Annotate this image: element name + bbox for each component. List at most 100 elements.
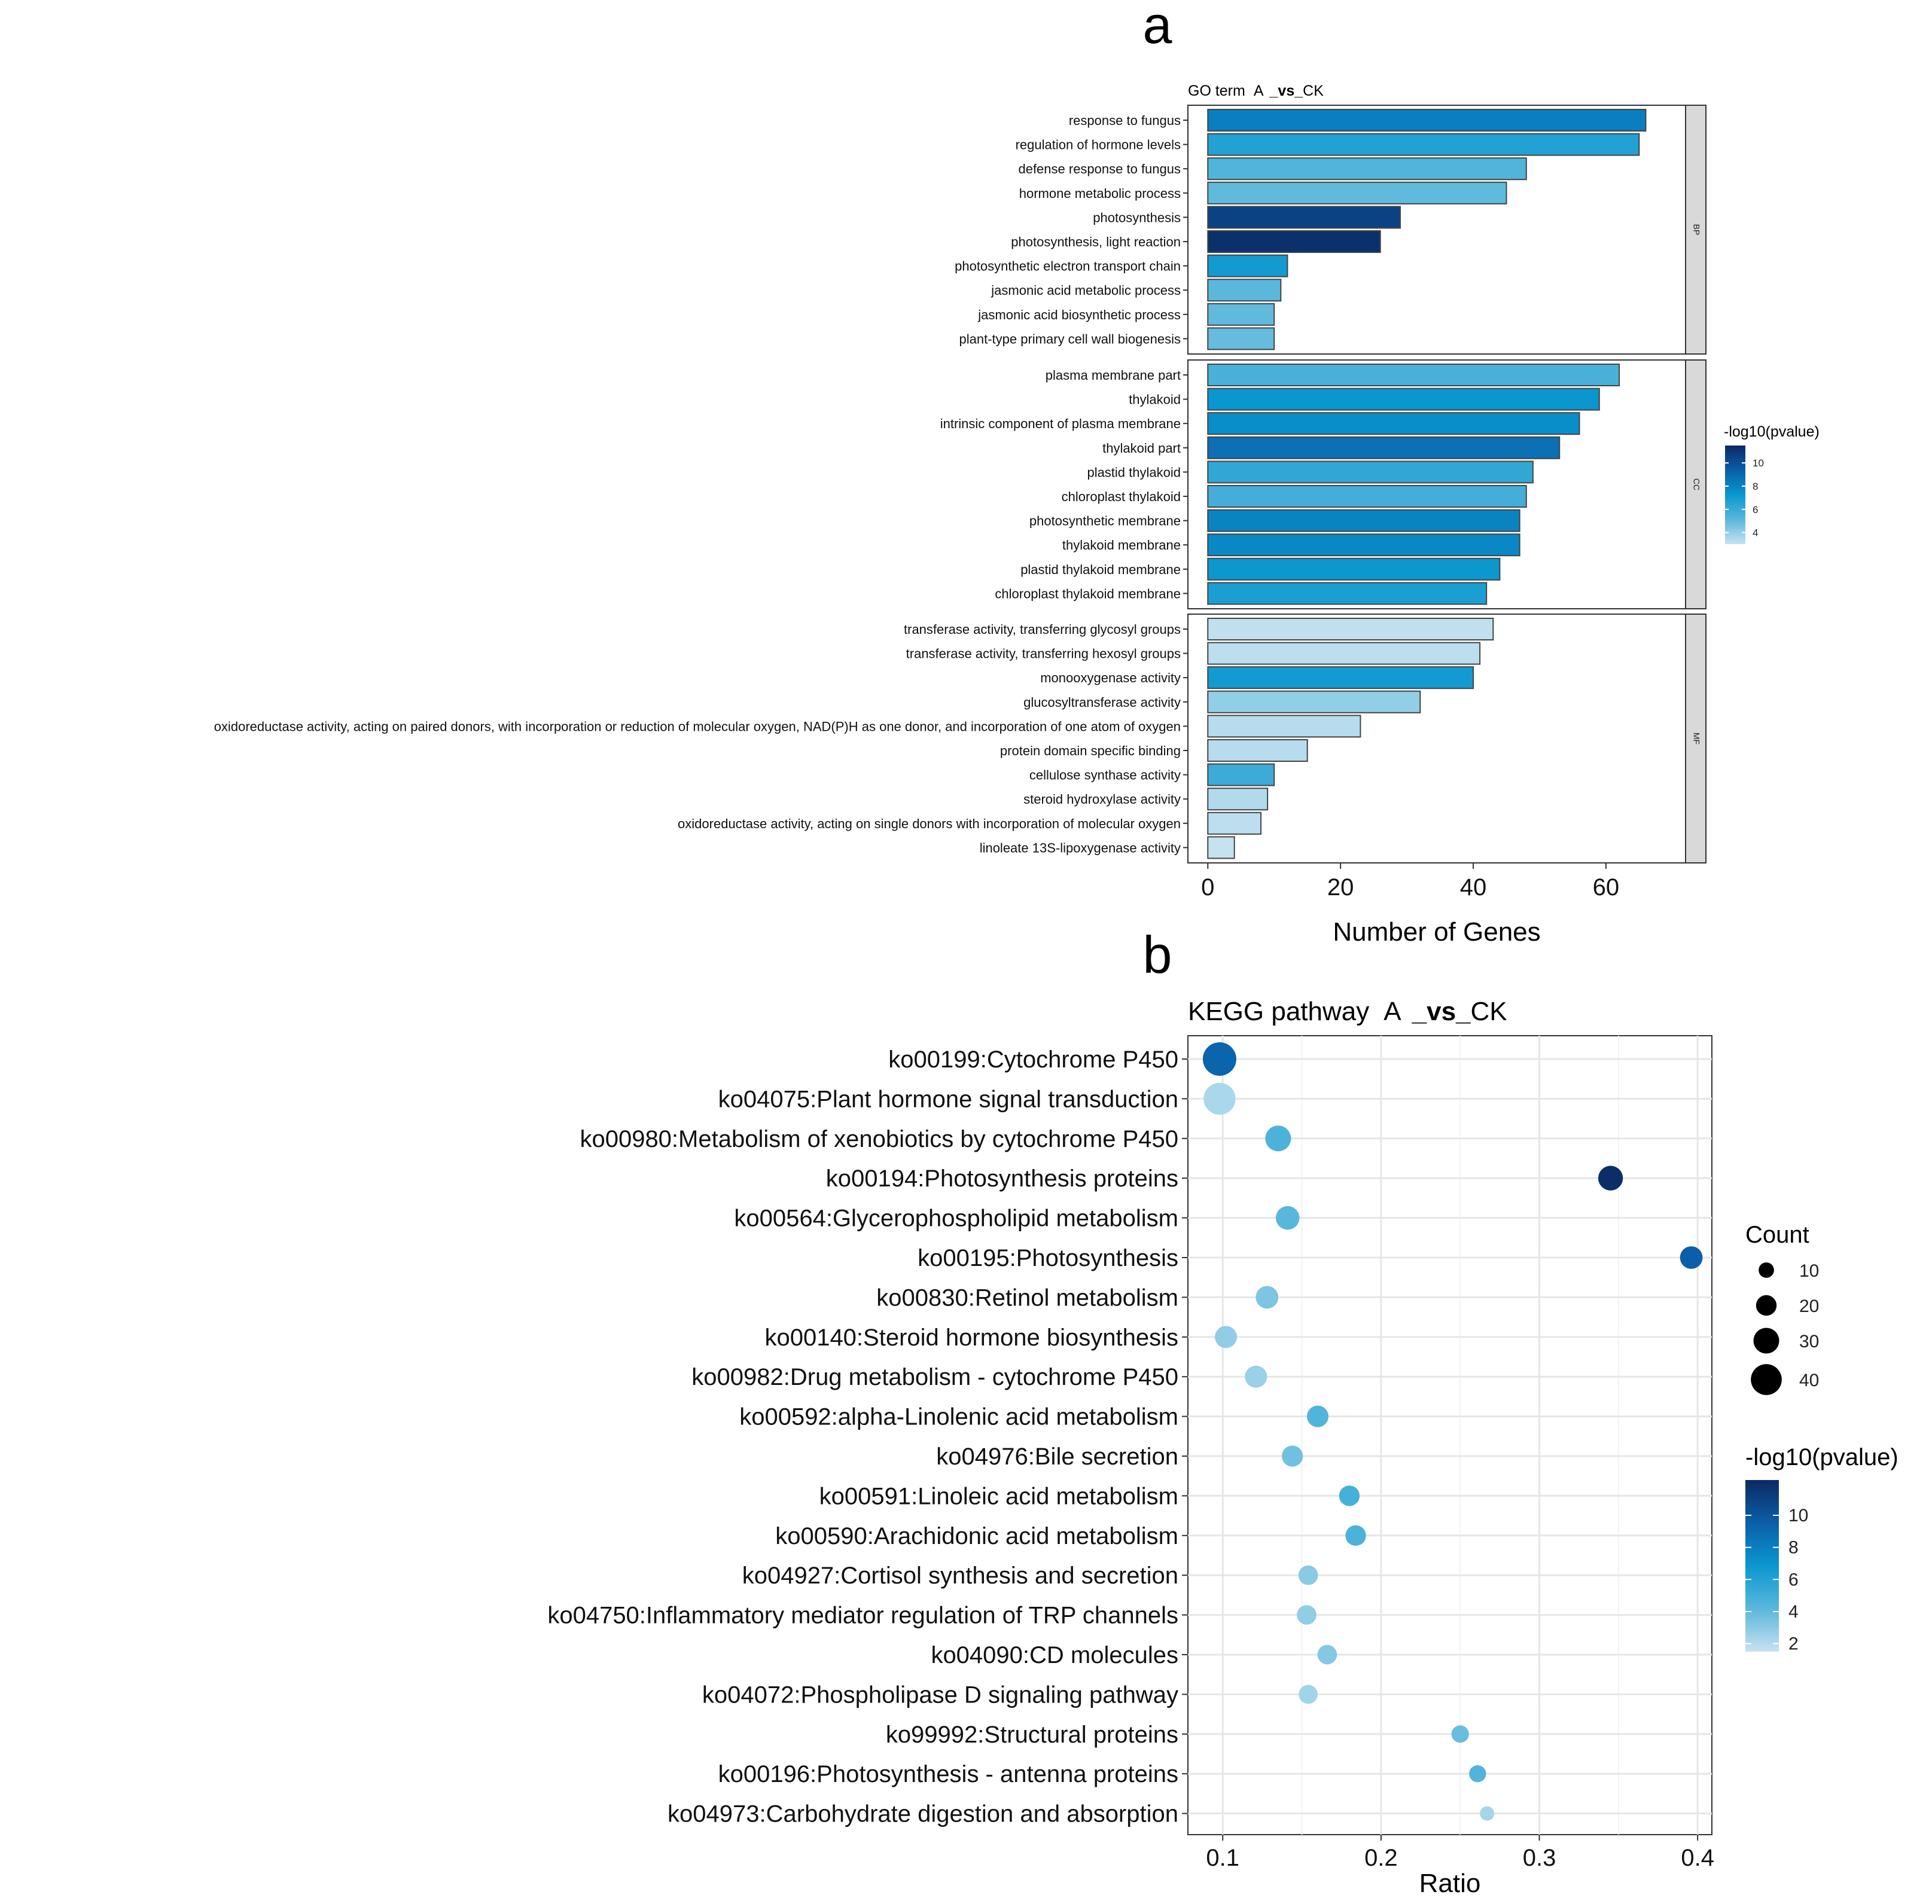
kegg-pathway-label: ko04750:Inflammatory mediator regulation… [547,1603,1178,1629]
panel-a-title-ck: CK [1303,83,1324,99]
go-bar [1207,181,1507,205]
go-term-label: photosynthetic membrane [1029,514,1181,529]
kegg-point [1680,1246,1703,1269]
kegg-x-axis: 0.1 0.2 0.3 0.4 Ratio [1206,1835,1714,1898]
go-bar [1207,788,1269,811]
go-term-label: protein domain specific binding [1000,743,1181,758]
kegg-pathway-label: ko00592:alpha-Linolenic acid metabolism [739,1404,1178,1430]
colorbar-tick-label: 10 [1753,457,1764,469]
go-bar [1207,715,1361,738]
facet-strip [1685,105,1707,355]
kegg-point [1275,1206,1300,1230]
go-term-label: monooxygenase activity [1040,670,1181,685]
go-bar [1207,133,1640,156]
panel-a-title-vs: _vs_ [1269,83,1304,99]
go-bar [1207,387,1600,411]
kegg-pathway-label: ko99992:Structural proteins [886,1722,1178,1748]
kegg-point [1245,1365,1267,1388]
kegg-pathway-label: ko04090:CD molecules [931,1642,1178,1668]
go-term-label: photosynthesis [1093,210,1181,225]
go-bar [1207,412,1580,435]
kegg-point [1306,1405,1329,1427]
kegg-pathway-label: ko00590:Arachidonic acid metabolism [775,1523,1178,1549]
go-bar [1207,557,1501,581]
colorbar [1745,1480,1779,1652]
go-term-label: plastid thylakoid [1087,465,1181,480]
go-x-axis: 0 20 40 60 Number of Genes [1201,863,1619,947]
kegg-point [1345,1525,1366,1546]
panel-b-title-vs: _vs_ [1412,997,1471,1026]
x-tick-label: 0.2 [1364,1845,1398,1871]
go-bar [1207,509,1520,532]
kegg-point [1469,1765,1486,1783]
size-legend-title: Count [1745,1222,1809,1248]
colorbar-tick-label: 8 [1788,1538,1799,1558]
x-axis-label: Number of Genes [1333,917,1540,947]
go-bar [1207,230,1381,253]
go-bar [1207,157,1527,181]
go-term-label: cellulose synthase activity [1029,768,1181,783]
panel-b-title-a: A [1384,997,1401,1026]
go-term-label: jasmonic acid biosynthetic process [977,307,1181,322]
go-term-label: steroid hydroxylase activity [1023,792,1181,807]
size-legend-circle [1751,1364,1782,1395]
panel-b-title-prefix: KEGG pathway [1188,997,1369,1026]
go-term-label: linoleate 13S-lipoxygenase activity [980,840,1181,855]
go-term-label: oxidoreductase activity, acting on paire… [214,719,1181,734]
go-term-label: plastid thylakoid membrane [1020,562,1181,577]
kegg-pathway-label: ko00564:Glycerophospholipid metabolism [734,1206,1178,1232]
kegg-point [1203,1082,1236,1115]
go-bar [1207,109,1647,132]
go-term-label: defense response to fungus [1018,161,1181,176]
size-legend-label: 30 [1799,1332,1819,1351]
go-term-label: regulation of hormone levels [1016,138,1181,152]
facet-strip-label: MF [1692,733,1701,744]
go-bar [1207,811,1262,835]
size-legend-circle [1756,1295,1777,1316]
panel-a-letter: a [1143,0,1172,54]
kegg-pathway-label: ko00591:Linoleic acid metabolism [819,1483,1178,1509]
panel-a-title-a: A [1254,83,1264,99]
colorbar-tick-label: 8 [1753,481,1758,492]
go-bar [1207,364,1620,386]
kegg-panel-border [1187,1035,1712,1835]
go-term-label: transferase activity, transferring hexos… [906,646,1181,661]
facet-strip-label: CC [1692,478,1701,490]
x-tick-label: 0 [1201,874,1214,901]
go-term-label: plant-type primary cell wall biogenesis [959,331,1181,346]
go-term-label: glucosyltransferase activity [1023,695,1181,710]
go-bar [1207,582,1488,605]
colorbar-tick-label: 4 [1788,1602,1799,1622]
color-legend-title: -log10(pvalue) [1745,1444,1899,1470]
facet-strip [1685,614,1707,863]
go-bar [1207,460,1534,484]
kegg-pathway-label: ko00195:Photosynthesis [918,1245,1178,1271]
panel-b-letter: b [1143,925,1172,984]
go-term-label: thylakoid part [1102,441,1181,456]
go-bar [1207,254,1288,277]
go-term-label: photosynthetic electron transport chain [955,259,1181,274]
go-bar [1207,763,1275,786]
kegg-pathway-label: ko00140:Steroid hormone biosynthesis [764,1325,1178,1351]
size-legend-circle [1753,1328,1779,1354]
go-bar [1207,690,1421,713]
size-legend-circle [1759,1262,1774,1278]
panel-a-title-prefix: GO term [1188,83,1245,99]
kegg-pathway-label: ko04927:Cortisol synthesis and secretion [742,1563,1178,1589]
kegg-point [1297,1605,1317,1625]
go-bar [1207,279,1282,302]
go-facet-mf: MF transferase activity, transferring gly… [214,614,1707,863]
go-bar [1207,303,1275,326]
kegg-pathway-label: ko00982:Drug metabolism - cytochrome P45… [691,1364,1178,1390]
go-facet-bp: BP response to fungus regulation of hormon… [955,105,1707,355]
go-term-label: hormone metabolic process [1019,186,1181,201]
kegg-pathway-label: ko04973:Carbohydrate digestion and absor… [668,1801,1178,1827]
go-bar [1207,206,1401,229]
colorbar-tick-label: 2 [1788,1634,1799,1654]
kegg-color-legend: -log10(pvalue) 2 4 6 8 10 [1745,1444,1899,1654]
size-legend-label: 20 [1799,1296,1819,1316]
go-term-label: intrinsic component of plasma membrane [940,416,1181,431]
facet-strip-label: BP [1692,224,1701,236]
kegg-pathway-label: ko04976:Bile secretion [936,1444,1178,1470]
